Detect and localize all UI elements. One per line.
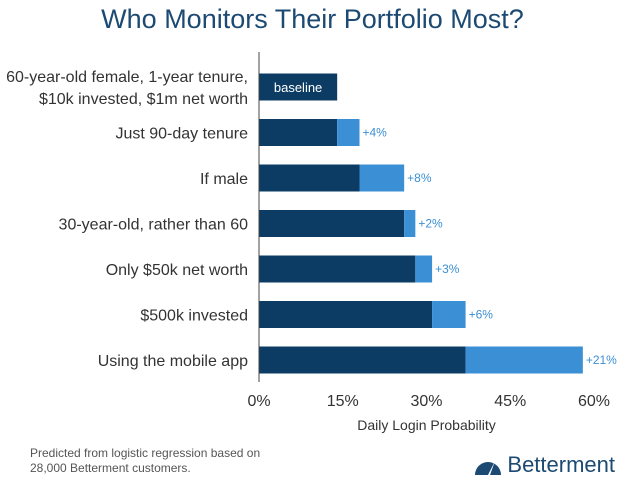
category-label-4: Only $50k net worth [106,262,248,279]
category-label-2: If male [200,171,248,188]
bar-increment-5 [432,301,466,328]
bar-base-0 [259,73,338,101]
bar-base-4 [259,255,416,283]
bar-base-1 [259,119,338,146]
brand-name: Betterment [507,452,615,477]
bar-base-5 [259,301,433,328]
bar-increment-6 [465,346,583,374]
bar-increment-4 [415,255,433,283]
bar-label-1: +4% [363,126,388,140]
bar-label-5: +6% [469,308,494,322]
bar-base-6 [259,346,466,374]
bar-chart: 60-year-old female, 1-year tenure, $10k i… [6,52,617,433]
bar-label-0: baseline [274,80,322,95]
x-tick-label-0: 0% [247,393,270,410]
bar-base-3 [259,210,405,237]
footnote-line-2: 28,000 Betterment customers. [30,461,191,475]
bar-increment-3 [404,210,416,237]
bar-label-6: +21% [586,353,617,367]
category-label-6: Using the mobile app [98,353,248,370]
x-tick-label-3: 45% [494,393,526,410]
footnote-line-1: Predicted from logistic regression based… [30,446,261,460]
footnote: Predicted from logistic regression based… [30,446,260,476]
category-label-1: Just 90-day tenure [115,126,248,143]
bar-label-4: +3% [435,262,460,276]
category-label-0-line-0: 60-year-old female, 1-year tenure, [6,69,248,86]
bar-label-3: +2% [418,217,443,231]
brand-logo: Betterment [473,452,615,478]
category-label-5: $500k invested [140,308,248,325]
category-label-3: 30-year-old, rather than 60 [59,217,249,234]
bar-increment-1 [337,119,360,146]
bar-base-2 [259,164,360,192]
category-label-0-line-1: $10k invested, $1m net worth [39,91,248,108]
x-axis-label: Daily Login Probability [357,417,496,433]
x-tick-label-4: 60% [578,393,610,410]
bar-increment-2 [359,164,405,192]
betterment-logo-icon [475,461,502,475]
chart-title: Who Monitors Their Portfolio Most? [101,4,524,34]
x-tick-label-2: 30% [410,393,442,410]
bar-label-2: +8% [407,171,432,185]
x-tick-label-1: 15% [327,393,359,410]
